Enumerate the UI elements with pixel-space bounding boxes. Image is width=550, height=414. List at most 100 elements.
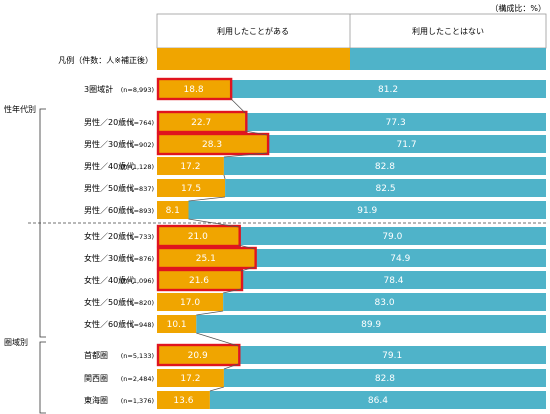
highlight-box	[156, 224, 241, 248]
row-label: 男性／50歳代	[84, 183, 134, 193]
value-used: 17.0	[180, 298, 200, 308]
value-not-used: 82.5	[376, 184, 396, 194]
highlight-box	[156, 110, 248, 134]
value-used: 21.0	[188, 232, 208, 242]
value-used: 10.1	[167, 320, 187, 330]
value-used: 22.7	[191, 118, 211, 128]
value-used: 20.9	[188, 351, 208, 361]
row-n: (n=1,096)	[121, 277, 154, 285]
connector-line	[240, 266, 255, 272]
row-n: (n=5,133)	[121, 352, 154, 360]
bar-used	[157, 271, 242, 289]
value-not-used: 81.2	[378, 85, 398, 95]
connector-line	[223, 152, 268, 158]
connector-line	[245, 130, 268, 136]
legend-label: 凡例（件数：人※補正後）	[58, 55, 153, 65]
row-label: 男性／40歳代	[84, 161, 134, 171]
value-used: 13.6	[173, 396, 193, 406]
value-not-used: 82.8	[375, 162, 395, 172]
legend-swatch-used	[157, 48, 350, 70]
value-used: 17.5	[181, 184, 201, 194]
bar-used	[157, 201, 189, 219]
bar-not-used	[223, 369, 546, 387]
value-used: 8.1	[166, 206, 180, 216]
row-label: 女性／60歳代	[84, 319, 134, 329]
row-n: (n=876)	[127, 255, 154, 263]
bar-not-used	[230, 80, 546, 98]
value-not-used: 83.0	[375, 298, 395, 308]
highlight-box	[156, 268, 244, 292]
bar-rows: 3圏域計 (n=8,993) 18.8 81.2 男性／20歳代(n=764) 22.7 7…	[84, 77, 547, 409]
connector-line	[209, 386, 225, 392]
unit-note: （構成比：%）	[490, 3, 546, 13]
highlight-box	[156, 246, 257, 270]
connector-line	[196, 332, 239, 347]
connector-line	[223, 363, 239, 370]
connector-line	[229, 97, 246, 114]
bar-used	[157, 249, 255, 267]
row-label: 女性／40歳代	[84, 275, 134, 285]
highlight-box	[156, 132, 270, 156]
row-n: (n=733)	[127, 233, 154, 241]
bar-used	[157, 227, 239, 245]
header-not-used: 利用したことはない	[412, 26, 484, 36]
row-n: (n=893)	[127, 207, 154, 215]
bar-not-used	[225, 179, 546, 197]
value-not-used: 79.0	[382, 232, 402, 242]
row-n: (n=2,484)	[121, 375, 154, 383]
row-label: 男性／30歳代	[84, 139, 134, 149]
row-label: 女性／30歳代	[84, 253, 134, 263]
bar-used	[157, 346, 239, 364]
bar-used	[157, 315, 197, 333]
connector-line	[188, 196, 226, 202]
row-n: (n=1,376)	[121, 397, 154, 405]
bar-not-used	[267, 135, 546, 153]
row-n: (n=8,993)	[121, 86, 154, 94]
row-label: 男性／60歳代	[84, 205, 134, 215]
value-not-used: 78.4	[383, 276, 403, 286]
group-bracket	[39, 108, 46, 338]
row-n: (n=764)	[127, 119, 154, 127]
bar-used	[157, 135, 268, 153]
value-used: 28.3	[202, 140, 222, 150]
bar-used	[157, 293, 224, 311]
value-used: 21.6	[189, 276, 209, 286]
connector-line	[223, 174, 226, 180]
bar-not-used	[241, 271, 547, 289]
value-not-used: 74.9	[390, 254, 410, 264]
bar-not-used	[238, 346, 546, 364]
row-n: (n=837)	[127, 185, 154, 193]
row-label: 首都圏	[84, 350, 108, 360]
bar-used	[157, 157, 224, 175]
highlight-box	[156, 77, 233, 101]
connector-line	[223, 288, 242, 294]
bar-not-used	[209, 391, 547, 409]
row-label: 3圏域計	[84, 84, 113, 94]
group-label: 性年代別	[4, 104, 36, 114]
connector-line	[196, 310, 224, 316]
bar-used	[157, 113, 246, 131]
header-box	[156, 13, 547, 49]
bar-not-used	[196, 315, 546, 333]
header-used: 利用したことがある	[217, 26, 289, 36]
value-used: 17.2	[180, 374, 200, 384]
row-n: (n=902)	[127, 141, 154, 149]
value-not-used: 82.8	[375, 374, 395, 384]
value-used: 18.8	[184, 85, 204, 95]
value-used: 17.2	[180, 162, 200, 172]
highlight-box	[156, 343, 241, 367]
value-used: 25.1	[196, 254, 216, 264]
bar-not-used	[254, 249, 546, 267]
value-not-used: 79.1	[382, 351, 402, 361]
value-not-used: 91.9	[357, 206, 377, 216]
row-n: (n=1,128)	[121, 163, 154, 171]
value-not-used: 86.4	[368, 396, 388, 406]
bar-not-used	[223, 157, 546, 175]
row-label: 東海圏	[84, 395, 108, 405]
row-label: 関西圏	[84, 374, 108, 383]
value-not-used: 77.3	[386, 118, 406, 128]
bar-used	[157, 391, 210, 409]
group-bracket	[39, 341, 46, 414]
